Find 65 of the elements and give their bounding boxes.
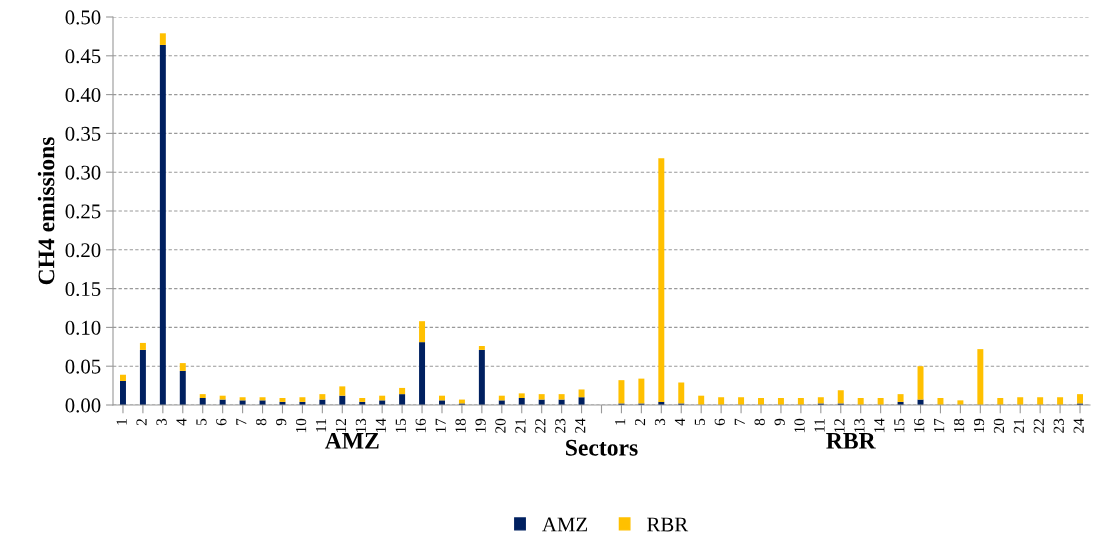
x-tick-label: 20 bbox=[495, 418, 506, 433]
text: RBR bbox=[826, 433, 876, 449]
x-tick-label: 16 bbox=[415, 418, 426, 433]
y-axis-title: CH4 emissions bbox=[37, 137, 55, 285]
x-tick-label: 7 bbox=[236, 418, 247, 425]
x-tick-label: 2 bbox=[136, 419, 147, 426]
x-tick-label: 6 bbox=[216, 418, 227, 426]
x-tick-label: 22 bbox=[1033, 419, 1044, 433]
x-tick-label: 24 bbox=[575, 418, 586, 433]
x-tick-label: 3 bbox=[654, 418, 666, 426]
x-tick-label: 8 bbox=[256, 418, 267, 426]
x-tick-label: 19 bbox=[475, 418, 486, 433]
y-tick-label: 0.30 bbox=[65, 165, 101, 180]
x-tick-label: 20 bbox=[993, 418, 1005, 433]
x-tick-label: 18 bbox=[953, 418, 965, 433]
y-tick-label: 0.10 bbox=[65, 320, 101, 335]
x-tick-label: 18 bbox=[455, 418, 466, 433]
x-tick-label: 14 bbox=[375, 418, 386, 433]
x-tick-label: 21 bbox=[515, 419, 526, 433]
y-tick-label: 0.25 bbox=[65, 204, 101, 219]
x-tick-label: 21 bbox=[1013, 419, 1024, 433]
x-tick-label: 10 bbox=[295, 418, 307, 433]
x-tick-label: 13 bbox=[854, 418, 865, 433]
x-tick-label: 12 bbox=[335, 419, 346, 433]
x-tick-label: 11 bbox=[315, 419, 327, 432]
x-tick-label: 23 bbox=[555, 418, 566, 433]
y-tick-label: 0.40 bbox=[65, 87, 101, 103]
y-tick-label: 0.45 bbox=[65, 49, 101, 64]
x-tick-label: 23 bbox=[1053, 418, 1064, 433]
x-tick-label: 7 bbox=[734, 418, 745, 425]
y-tick-label: 0.00 bbox=[65, 398, 101, 413]
y-tick-label: 0.05 bbox=[65, 359, 101, 374]
legend-label: RBR bbox=[647, 517, 689, 532]
x-tick-label: 3 bbox=[156, 418, 167, 426]
x-tick-label: 8 bbox=[754, 418, 765, 426]
x-axis-title: Sectors bbox=[566, 439, 638, 456]
x-tick-label: 16 bbox=[914, 418, 925, 433]
x-tick-label: 4 bbox=[176, 418, 187, 426]
y-tick-label: 0.20 bbox=[65, 243, 101, 258]
x-tick-label: 14 bbox=[874, 418, 885, 433]
x-tick-label: 12 bbox=[834, 419, 845, 433]
x-tick-label: 5 bbox=[694, 418, 706, 425]
y-tick-label: 0.35 bbox=[65, 126, 101, 141]
text: AMZ bbox=[324, 432, 379, 449]
x-tick-label: 6 bbox=[714, 418, 725, 426]
x-tick-label: 10 bbox=[794, 418, 805, 433]
x-tick-label: 15 bbox=[894, 418, 905, 433]
x-tick-label: 5 bbox=[196, 418, 207, 425]
x-tick-label: 1 bbox=[615, 419, 626, 425]
y-tick-label: 0.15 bbox=[65, 281, 101, 297]
x-tick-label: 13 bbox=[355, 418, 367, 433]
x-tick-label: 22 bbox=[535, 419, 546, 433]
legend-label: AMZ bbox=[542, 517, 588, 532]
x-tick-label: 2 bbox=[634, 419, 646, 426]
x-tick-label: 17 bbox=[435, 418, 446, 433]
x-tick-label: 9 bbox=[276, 418, 287, 426]
x-tick-label: 15 bbox=[395, 418, 406, 433]
x-tick-label: 17 bbox=[934, 418, 945, 433]
x-tick-label: 24 bbox=[1073, 418, 1084, 433]
x-tick-label: 11 bbox=[814, 419, 825, 432]
y-tick-label: 0.50 bbox=[65, 10, 101, 25]
x-tick-label: 19 bbox=[973, 418, 985, 433]
x-tick-label: 9 bbox=[774, 418, 785, 426]
x-tick-label: 4 bbox=[674, 418, 685, 426]
x-tick-label: 1 bbox=[116, 419, 127, 425]
